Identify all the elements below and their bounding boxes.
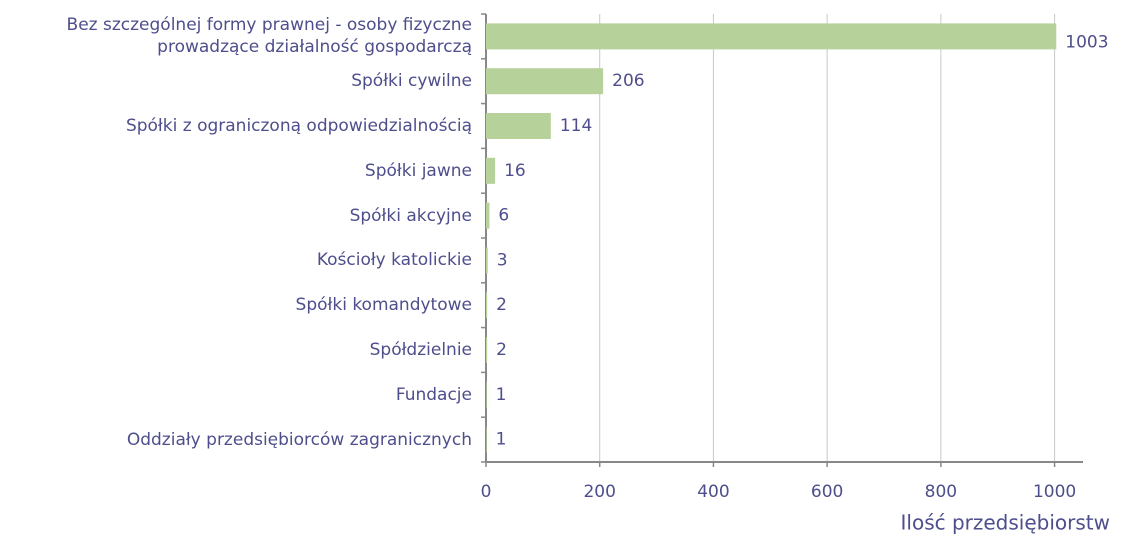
bar: [486, 23, 1057, 50]
value-label: 16: [504, 161, 526, 181]
y-tick-label: Spółki z ograniczoną odpowiedzialnością: [125, 116, 472, 136]
value-label: 206: [612, 71, 644, 91]
y-tick-label: Spółki komandytowe: [295, 295, 472, 316]
y-tick-label: Oddziały przedsiębiorców zagranicznych: [126, 429, 472, 450]
y-tick-label: Spółki cywilne: [351, 71, 472, 92]
bar: [486, 337, 488, 363]
y-tick-label: Bez szczególnej formy prawnej - osoby fi…: [66, 15, 472, 58]
bar: [486, 202, 490, 229]
bar: [486, 157, 496, 184]
value-label: 114: [560, 116, 592, 136]
value-label: 1: [496, 430, 507, 450]
value-label: 1: [496, 385, 507, 405]
bar: [486, 381, 487, 408]
y-tick-label: Spółki jawne: [364, 160, 472, 181]
value-label: 2: [496, 340, 507, 360]
bar: [486, 292, 488, 319]
y-tick-label: Fundacje: [395, 384, 472, 405]
value-label: 3: [497, 250, 508, 270]
y-tick-label: Kościoły katolickie: [316, 250, 472, 271]
x-tick-label: 800: [925, 482, 957, 502]
x-tick-label: 200: [583, 482, 615, 502]
value-label: 2: [496, 295, 507, 315]
bar: [486, 68, 604, 95]
y-tick-label: Spółki akcyjne: [349, 205, 472, 226]
x-tick-label: 1000: [1033, 482, 1076, 502]
x-tick-label: 400: [697, 482, 729, 502]
y-tick-label: Spółdzielnie: [369, 340, 472, 360]
bar: [486, 113, 551, 139]
value-label: 6: [498, 206, 509, 226]
bar: [486, 426, 487, 453]
x-tick-label: 0: [481, 482, 492, 502]
bar: [486, 247, 488, 274]
value-label: 1003: [1065, 32, 1108, 52]
x-tick-label: 600: [811, 482, 843, 502]
x-axis-title: Ilość przedsiębiorstw: [901, 511, 1111, 535]
